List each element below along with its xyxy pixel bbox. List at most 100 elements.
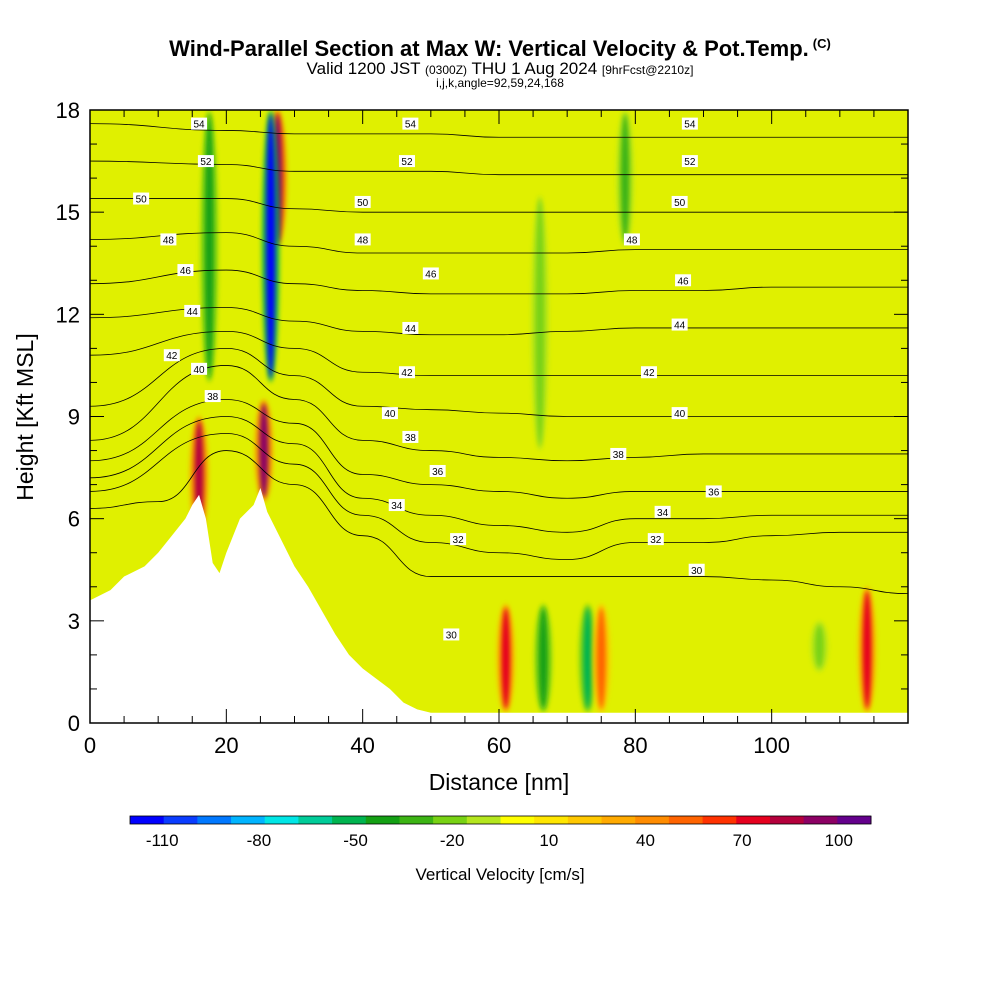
contour-label: 42 (166, 351, 178, 362)
contour-label: 48 (357, 235, 369, 246)
colorbar-swatch (332, 816, 367, 824)
contour-label: 38 (405, 433, 417, 444)
contour-label: 38 (613, 450, 625, 461)
contour-label: 42 (643, 368, 655, 379)
contour-label-box (160, 233, 177, 246)
velocity-core (259, 403, 269, 498)
contour-label-box (184, 304, 201, 317)
contour-label-box (688, 563, 705, 576)
contour-label-box (623, 233, 640, 246)
indices-line: i,j,k,angle=92,59,24,168 (436, 76, 564, 90)
velocity-core (583, 607, 593, 709)
contour-label: 36 (432, 467, 444, 478)
contour-label-box (671, 195, 688, 208)
contour-label: 30 (446, 630, 458, 641)
colorbar-swatch (702, 816, 737, 824)
x-tick-label: 80 (623, 733, 647, 758)
theta-contour-36 (90, 399, 908, 499)
contour-label-box (381, 407, 398, 420)
contour-label-box (402, 117, 419, 130)
contour-label: 36 (708, 487, 720, 498)
colorbar: -110 -80 -50 -20 10 40 70 100 (129, 815, 872, 850)
contour-label-box (204, 390, 221, 403)
y-tick-label: 18 (56, 98, 80, 123)
contour-label-box (681, 117, 698, 130)
colorbar-swatch (433, 816, 468, 824)
theta-contour-38 (90, 365, 908, 462)
colorbar-tick-label: -80 (247, 831, 272, 850)
contour-label: 40 (674, 409, 686, 420)
contour-labels: 54 52 50 48 46 44 42 40 38 54 52 50 48 46 44 42 40 38 36 34… (133, 117, 722, 641)
contour-label-box (640, 366, 657, 379)
contour-label-box (402, 430, 419, 443)
contour-label-box (654, 505, 671, 518)
contour-label: 48 (163, 235, 175, 246)
colorbar-swatch (466, 816, 501, 824)
colorbar-tick-label: 70 (733, 831, 752, 850)
theta-contour-32 (90, 433, 908, 560)
colorbar-swatch (500, 816, 535, 824)
contour-label-box (705, 485, 722, 498)
contour-label: 32 (650, 535, 662, 546)
x-axis-label: Distance [nm] (429, 769, 570, 795)
contour-label-box (177, 264, 194, 277)
y-tick-label: 3 (68, 609, 80, 634)
contour-label: 40 (194, 365, 206, 376)
colorbar-swatch (231, 816, 266, 824)
colorbar-swatch (264, 816, 299, 824)
contour-label-box (402, 321, 419, 334)
velocity-field (190, 110, 877, 713)
colorbar-swatch (399, 816, 434, 824)
theta-contour-50 (90, 198, 908, 213)
theta-contour-48 (90, 232, 908, 254)
contour-label: 50 (357, 198, 369, 209)
contour-label-box (681, 155, 698, 168)
contour-label: 52 (401, 157, 413, 168)
terrain (90, 488, 908, 723)
colorbar-swatch (601, 816, 636, 824)
colorbar-swatch (534, 816, 569, 824)
contour-label: 50 (136, 195, 148, 206)
contour-label: 54 (194, 120, 206, 131)
contour-label: 44 (674, 321, 686, 332)
colorbar-swatch (668, 816, 704, 824)
x-tick-label: 0 (84, 733, 96, 758)
contour-label: 46 (425, 269, 437, 280)
contour-label: 44 (405, 324, 417, 335)
chart-title: Wind-Parallel Section at Max W: Vertical… (0, 36, 1000, 62)
contour-label: 34 (657, 508, 669, 519)
colorbar-swatch (163, 816, 198, 824)
y-tick-label: 9 (68, 405, 80, 430)
contour-label-box (163, 349, 180, 362)
x-tick-label: 40 (350, 733, 374, 758)
y-axis-label: Height [Kft MSL] (12, 333, 38, 500)
velocity-core (535, 199, 545, 447)
theta-contour-30 (90, 450, 908, 594)
contour-label-box (133, 192, 150, 205)
colorbar-swatch (769, 816, 805, 824)
valid-date: THU 1 Aug 2024 (471, 59, 598, 78)
x-tick-label: 100 (753, 733, 790, 758)
forecast-info: [9hrFcst@2210z] (601, 63, 694, 77)
velocity-core (620, 114, 630, 243)
theta-contour-44 (90, 307, 908, 336)
potential-temperature-contours (90, 123, 908, 594)
plot-area: 54 52 50 48 46 44 42 40 38 54 52 50 48 46 44 42 40 38 36 34… (90, 110, 908, 723)
velocity-core (862, 590, 872, 709)
contour-label: 34 (391, 501, 403, 512)
contour-label: 46 (180, 266, 192, 277)
chart-subtitle: Valid 1200 JST (0300Z) THU 1 Aug 2024 [9… (0, 59, 1000, 79)
contour-label-box (191, 117, 208, 130)
contour-label: 50 (674, 198, 686, 209)
colorbar-tick-label: 100 (825, 831, 853, 850)
colorbar-swatch (365, 816, 400, 824)
contour-label-box (671, 407, 688, 420)
contour-label: 52 (200, 157, 212, 168)
x-axis: 0 20 40 60 80 100 (84, 110, 909, 758)
y-tick-label: 12 (56, 302, 80, 327)
contour-label: 38 (207, 392, 219, 403)
contour-label-box (398, 155, 415, 168)
velocity-core (538, 607, 548, 709)
colorbar-swatch (567, 816, 603, 824)
